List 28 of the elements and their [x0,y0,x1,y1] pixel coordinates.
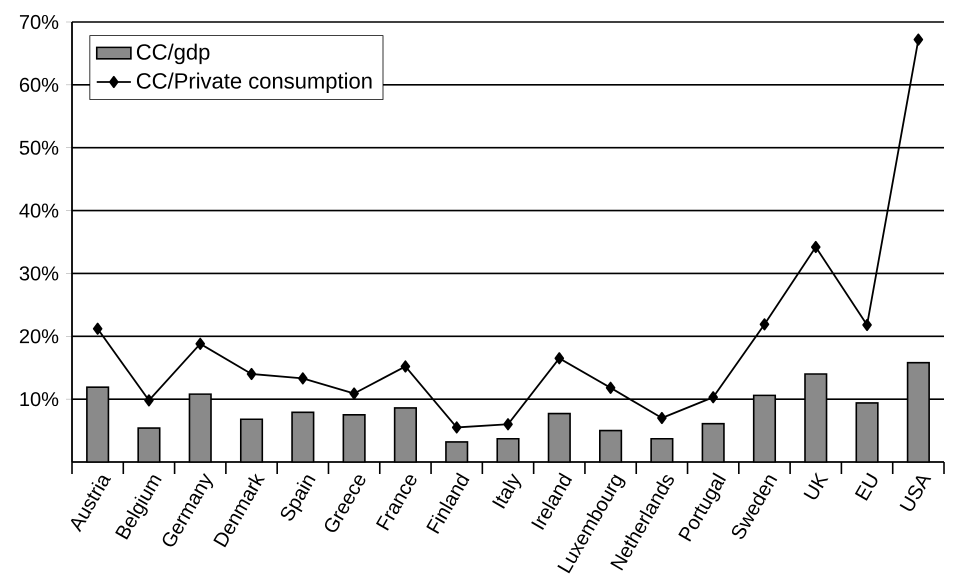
y-tick-label: 50% [20,140,58,155]
point [862,318,872,332]
point [92,322,102,335]
point [298,372,308,384]
y-tick-label: 20% [20,329,58,344]
point [246,368,256,380]
point [452,421,462,434]
point [503,418,513,430]
x-tick-label: UK [804,472,828,500]
point [349,387,359,400]
y-tick-label: 30% [20,266,58,280]
y-tick-label: 70% [20,14,58,30]
legend-label: CC/Private consumption [136,72,372,94]
point [554,352,564,364]
legend-label: CC/gdp [136,44,210,64]
point [400,360,410,373]
point [657,412,667,424]
point [760,318,770,330]
point [914,34,924,46]
point [144,394,154,407]
point [606,382,616,394]
y-tick-label: 40% [19,204,58,218]
point [195,338,206,350]
point [810,240,821,254]
x-tick-label: EU [854,472,878,501]
y-tick-label: 10% [20,392,58,406]
point [708,391,718,404]
y-tick-label: 60% [20,78,58,92]
